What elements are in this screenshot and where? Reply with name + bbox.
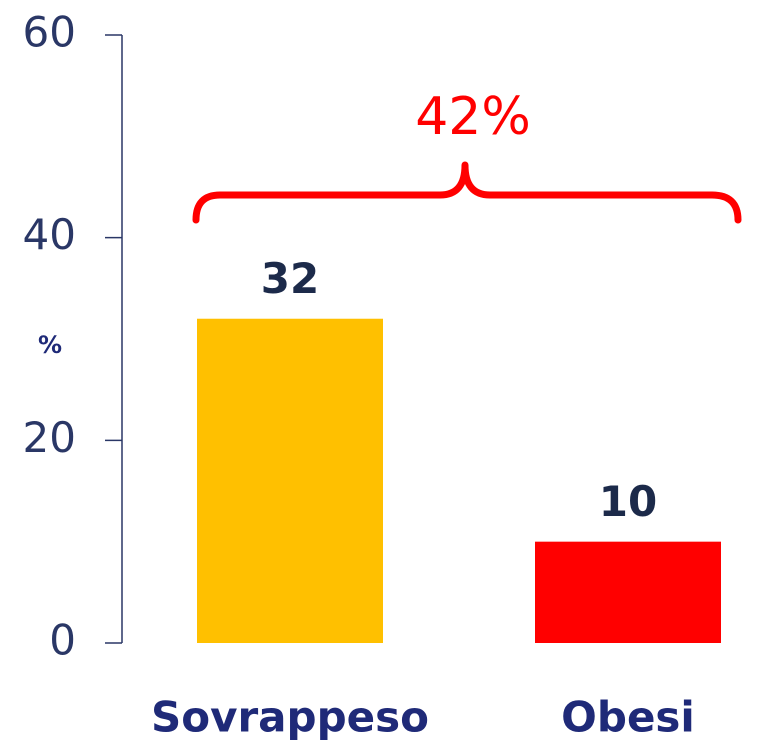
y-tick-label: 0 [49, 616, 76, 665]
bar [535, 541, 721, 643]
value-label: 10 [599, 477, 657, 526]
y-tick-label: 60 [23, 8, 76, 57]
y-tick-label: 20 [23, 413, 76, 462]
bar [197, 318, 383, 643]
y-axis-label: % [38, 331, 62, 359]
y-tick-label: 40 [23, 210, 76, 259]
annotation: 42% [415, 87, 531, 147]
x-tick-label: Obesi [561, 693, 695, 742]
value-label: 32 [261, 254, 319, 303]
x-tick-label: Sovrappeso [151, 693, 429, 742]
brace [192, 161, 742, 224]
